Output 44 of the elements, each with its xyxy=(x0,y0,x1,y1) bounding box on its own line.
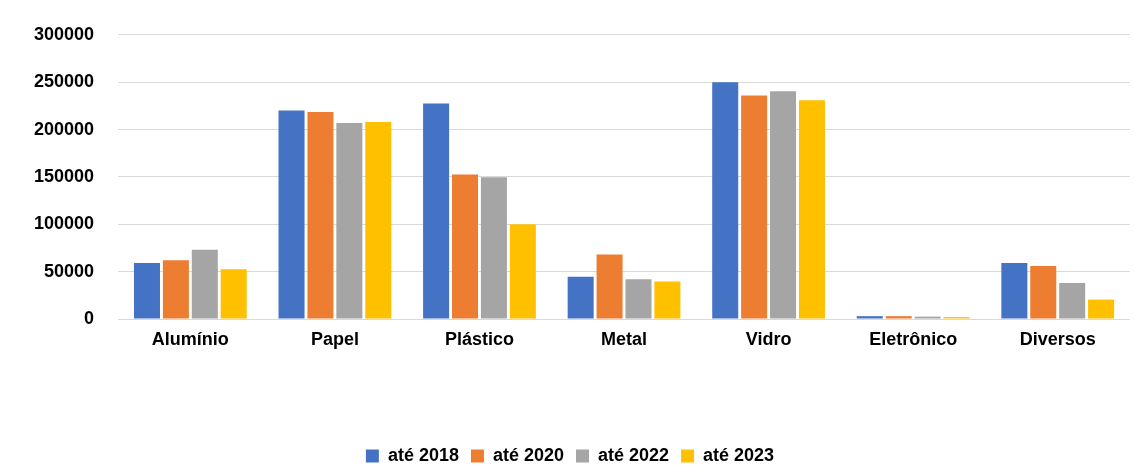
bar xyxy=(798,100,825,319)
y-tick-label: 300000 xyxy=(33,23,95,44)
legend-label: até 2022 xyxy=(598,444,670,465)
bar xyxy=(509,224,536,319)
bar xyxy=(452,174,479,319)
bar xyxy=(336,122,363,319)
legend-label: até 2020 xyxy=(492,444,564,465)
bar xyxy=(191,249,218,319)
bar xyxy=(856,316,883,319)
y-tick-label: 250000 xyxy=(33,71,95,92)
x-tick-label: Alumínio xyxy=(151,328,229,349)
bar xyxy=(1001,263,1028,319)
x-tick-label: Eletrônico xyxy=(869,328,958,349)
bar xyxy=(741,95,768,319)
legend-label: até 2018 xyxy=(387,444,459,465)
bar xyxy=(480,177,507,319)
bar xyxy=(885,316,912,319)
bar xyxy=(770,91,797,319)
bar xyxy=(365,121,392,319)
bar xyxy=(712,82,739,319)
bar xyxy=(220,269,247,319)
y-tick-label: 150000 xyxy=(33,165,95,186)
legend-label: até 2023 xyxy=(703,444,775,465)
x-tick-label: Plástico xyxy=(444,328,514,349)
y-tick-label: 100000 xyxy=(33,213,95,234)
bar xyxy=(423,103,450,319)
bar xyxy=(596,254,623,319)
x-tick-label: Metal xyxy=(601,328,648,349)
bar xyxy=(278,110,305,319)
bar xyxy=(654,281,681,319)
y-tick-label: 50000 xyxy=(44,260,95,281)
bar xyxy=(625,279,652,319)
y-tick-label: 0 xyxy=(84,307,95,328)
bar xyxy=(1088,299,1115,319)
x-tick-label: Papel xyxy=(310,328,359,349)
bar xyxy=(1059,283,1086,319)
y-tick-label: 200000 xyxy=(33,118,95,139)
bar xyxy=(567,276,594,319)
bar xyxy=(133,263,160,319)
x-tick-label: Diversos xyxy=(1019,328,1096,349)
bar xyxy=(1030,265,1057,319)
bar xyxy=(307,112,334,319)
x-tick-label: Vidro xyxy=(745,328,792,349)
bar xyxy=(162,260,189,319)
